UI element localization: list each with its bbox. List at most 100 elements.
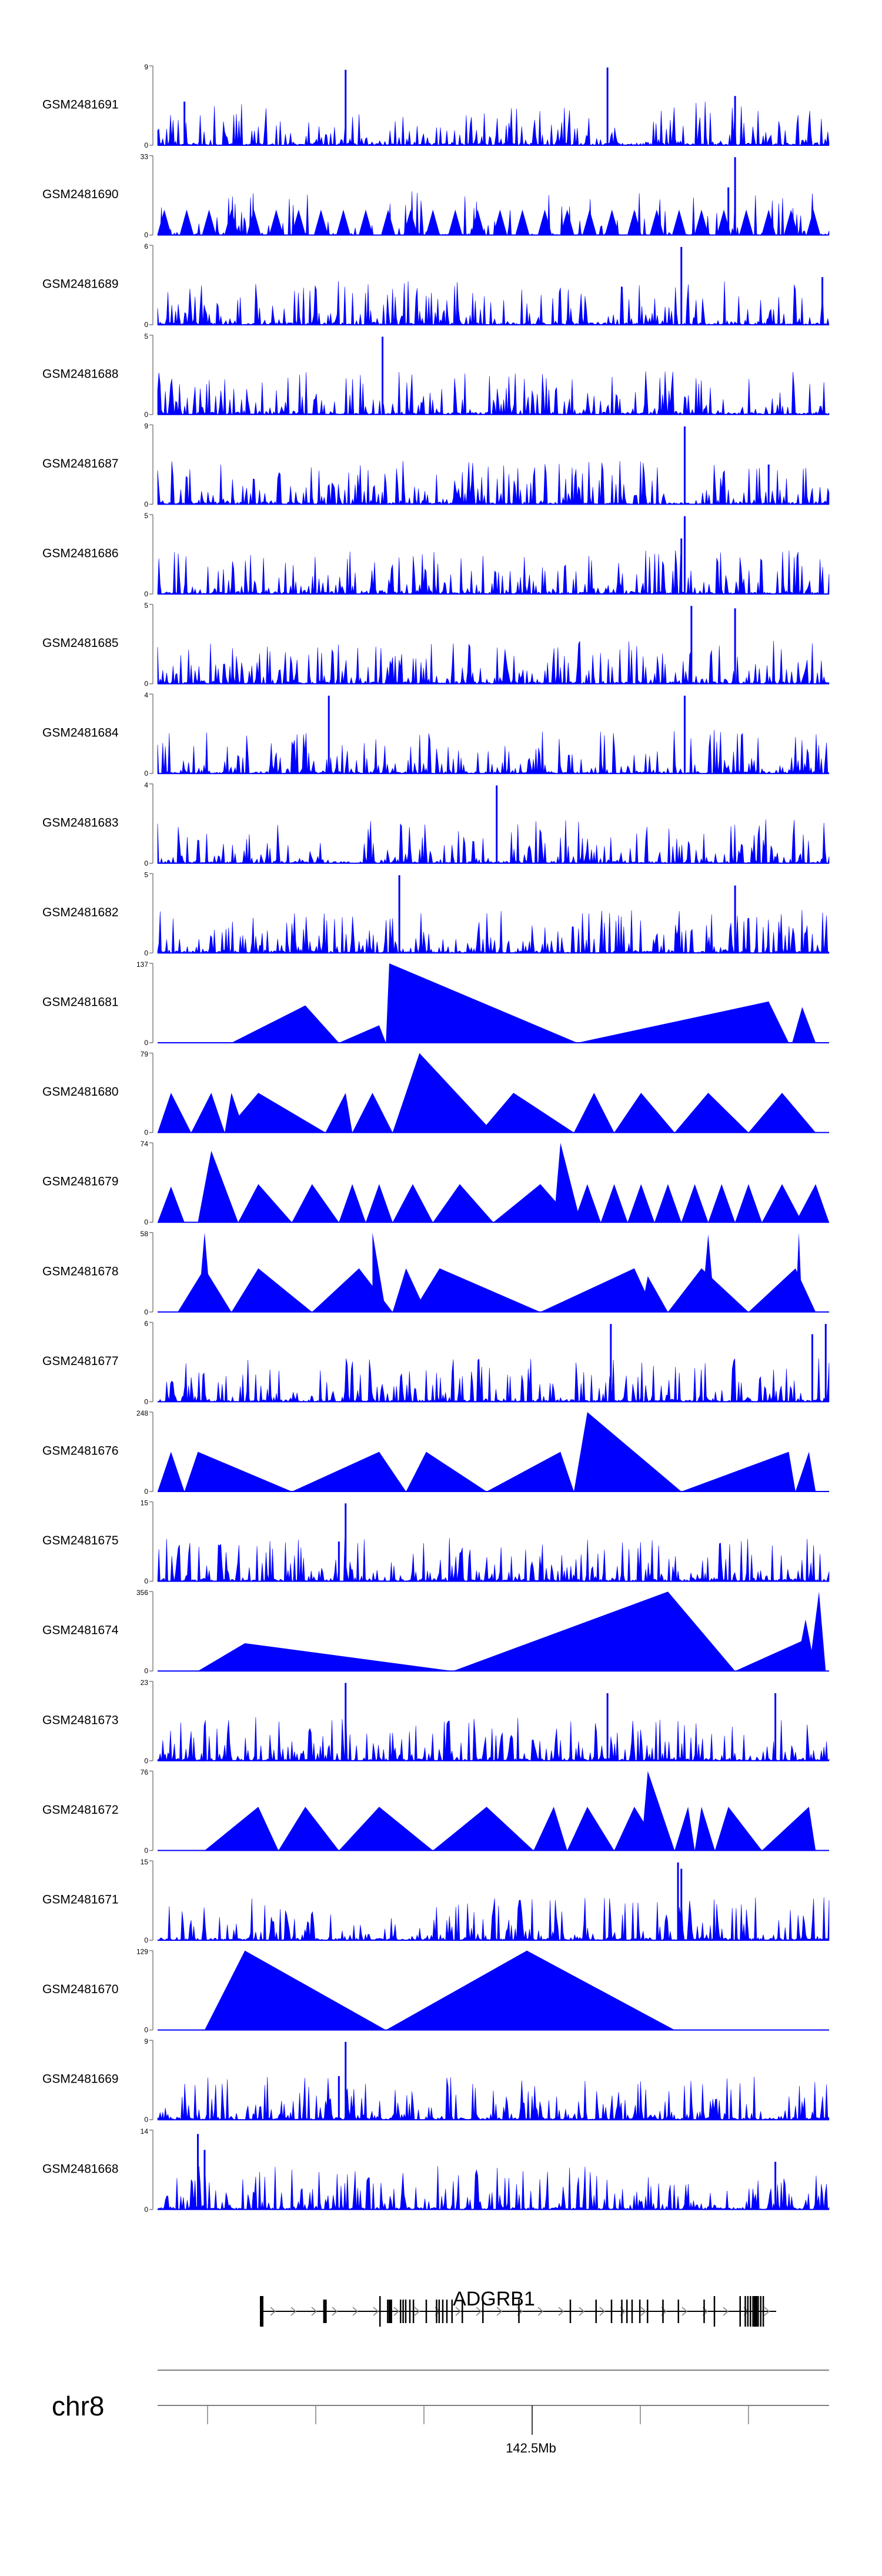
y-min-label: 0 [144, 231, 148, 239]
track-label: GSM2481682 [42, 906, 119, 919]
track-label: GSM2481676 [42, 1444, 119, 1458]
y-max-label: 5 [144, 512, 148, 520]
signal-peak [604, 209, 619, 235]
signal-peak [694, 209, 709, 235]
signal-peak [339, 1025, 386, 1043]
signal-peak [184, 1451, 292, 1491]
signal-peak [158, 1186, 185, 1223]
strand-arrow [270, 2307, 276, 2316]
y-max-label: 14 [141, 2127, 149, 2135]
signal-peak [795, 1451, 816, 1491]
signal-peak [574, 1093, 614, 1133]
strand-arrow [579, 2307, 585, 2316]
track-GSM2481682: GSM2481682 5 0 [42, 870, 830, 957]
y-max-label: 9 [144, 63, 148, 71]
strand-arrow [290, 2307, 297, 2316]
y-min-label: 0 [144, 1577, 148, 1586]
y-max-label: 248 [136, 1409, 148, 1417]
signal-peak [278, 1807, 339, 1851]
signal-peak [708, 1184, 736, 1223]
signal-peak [386, 963, 577, 1043]
strand-arrow [373, 2307, 379, 2316]
y-max-label: 9 [144, 2037, 148, 2046]
track-label: GSM2481678 [42, 1264, 119, 1278]
track-label: GSM2481680 [42, 1085, 119, 1099]
track-GSM2481683: GSM2481683 4 0 [42, 781, 830, 867]
signal-peak [313, 209, 328, 235]
y-max-label: 4 [144, 781, 148, 789]
track-label: GSM2481677 [42, 1354, 119, 1368]
strand-arrow [455, 2307, 462, 2316]
y-min-label: 0 [144, 1487, 148, 1496]
track-label: GSM2481675 [42, 1534, 119, 1547]
y-min-label: 0 [144, 1667, 148, 1675]
track-label: GSM2481668 [42, 2162, 119, 2175]
signal-area [157, 2165, 830, 2210]
signal-peak [158, 1451, 185, 1491]
gene-exon [387, 2300, 389, 2323]
gene-exon [438, 2300, 440, 2323]
signal-peak [412, 1268, 540, 1312]
signal-peak [574, 1184, 601, 1223]
signal-peak [671, 209, 686, 235]
track-label: GSM2481683 [42, 816, 119, 829]
signal-peak [739, 209, 754, 235]
signal-peak [614, 1093, 675, 1133]
gene-exon [750, 2296, 751, 2327]
track-GSM2481685: GSM2481685 5 0 [42, 602, 830, 688]
y-min-label: 0 [144, 1936, 148, 1944]
signal-peak [433, 1184, 493, 1223]
gene-exon [631, 2300, 633, 2323]
signal-peak [202, 209, 216, 235]
signal-peak [649, 209, 664, 235]
signal-peak [157, 209, 172, 235]
gene-exon [260, 2296, 263, 2327]
y-min-label: 0 [144, 2205, 148, 2214]
y-min-label: 0 [144, 2026, 148, 2034]
track-GSM2481691: GSM2481691 9 0 [42, 63, 830, 149]
track-label: GSM2481691 [42, 98, 119, 112]
signal-area [157, 461, 830, 505]
y-max-label: 15 [141, 1499, 149, 1507]
signal-peak [795, 1232, 803, 1312]
gene-exon [739, 2296, 741, 2327]
signal-peak [641, 1276, 668, 1312]
y-min-label: 0 [144, 411, 148, 419]
y-min-label: 0 [144, 1218, 148, 1226]
signal-peak [231, 1005, 339, 1043]
strand-arrow [476, 2307, 482, 2316]
signal-peak [426, 209, 440, 235]
signal-peak [574, 1412, 681, 1491]
gene-exon [569, 2300, 572, 2323]
strand-arrow [640, 2307, 647, 2316]
signal-area [157, 1538, 830, 1582]
gene-exon [436, 2300, 437, 2323]
signal-peak [627, 209, 642, 235]
strand-arrow [311, 2307, 318, 2316]
gene-exon [388, 2300, 392, 2323]
signal-peak [761, 209, 776, 235]
signal-peak [198, 1232, 212, 1312]
y-min-label: 0 [144, 590, 148, 598]
y-min-label: 0 [144, 949, 148, 957]
gene-model [260, 2296, 776, 2327]
signal-peak [641, 1771, 675, 1851]
axis-ticks [207, 2405, 749, 2435]
gene-exon [760, 2296, 761, 2327]
gene-exon [400, 2300, 402, 2323]
track-GSM2481688: GSM2481688 5 0 [42, 332, 830, 419]
strand-arrow [723, 2307, 729, 2316]
track-label: GSM2481688 [42, 367, 119, 381]
signal-peak [748, 1268, 816, 1312]
signal-peak [735, 1184, 762, 1223]
signal-peak [291, 209, 306, 235]
track-GSM2481668: GSM2481668 14 0 [42, 2127, 830, 2214]
y-max-label: 58 [141, 1230, 149, 1238]
signal-peak [795, 1184, 829, 1223]
y-max-label: 129 [136, 1948, 148, 1956]
gene-exon [518, 2300, 520, 2323]
signal-area [157, 101, 830, 146]
ideogram-axis: chr8 142.5Mb [52, 2370, 829, 2455]
signal-area [157, 1358, 830, 1403]
